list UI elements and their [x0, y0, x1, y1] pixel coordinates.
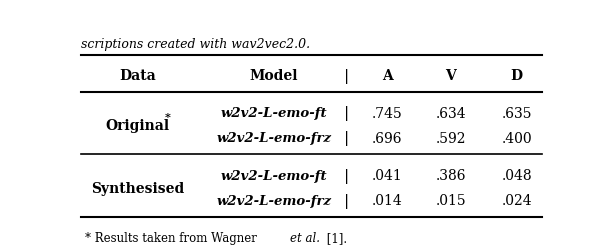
Text: .745: .745 — [371, 107, 402, 121]
Text: D: D — [511, 69, 523, 83]
Text: .634: .634 — [435, 107, 466, 121]
Text: .015: .015 — [435, 194, 466, 208]
Text: .592: .592 — [435, 132, 466, 146]
Text: A: A — [382, 69, 392, 83]
Text: w2v2-L-emo-ft: w2v2-L-emo-ft — [221, 170, 327, 183]
Text: .024: .024 — [501, 194, 532, 208]
Text: |: | — [344, 194, 350, 209]
Text: w2v2-L-emo-ft: w2v2-L-emo-ft — [221, 107, 327, 120]
Text: |: | — [344, 169, 350, 184]
Text: .014: .014 — [371, 194, 402, 208]
Text: Data: Data — [119, 69, 156, 83]
Text: V: V — [445, 69, 456, 83]
Text: Synthesised: Synthesised — [91, 182, 184, 196]
Text: *: * — [165, 112, 170, 123]
Text: et al.: et al. — [291, 232, 320, 245]
Text: .696: .696 — [371, 132, 402, 146]
Text: .048: .048 — [501, 169, 532, 183]
Text: .386: .386 — [435, 169, 466, 183]
Text: .635: .635 — [502, 107, 532, 121]
Text: [1].: [1]. — [323, 232, 348, 245]
Text: |: | — [344, 106, 350, 121]
Text: |: | — [344, 69, 350, 84]
Text: w2v2-L-emo-frz: w2v2-L-emo-frz — [216, 132, 331, 145]
Text: Original: Original — [105, 119, 169, 133]
Text: * Results taken from Wagner: * Results taken from Wagner — [85, 232, 261, 245]
Text: Model: Model — [250, 69, 298, 83]
Text: w2v2-L-emo-frz: w2v2-L-emo-frz — [216, 195, 331, 208]
Text: .041: .041 — [371, 169, 402, 183]
Text: |: | — [344, 131, 350, 146]
Text: scriptions created with wav2vec2.0.: scriptions created with wav2vec2.0. — [81, 38, 310, 51]
Text: .400: .400 — [501, 132, 532, 146]
